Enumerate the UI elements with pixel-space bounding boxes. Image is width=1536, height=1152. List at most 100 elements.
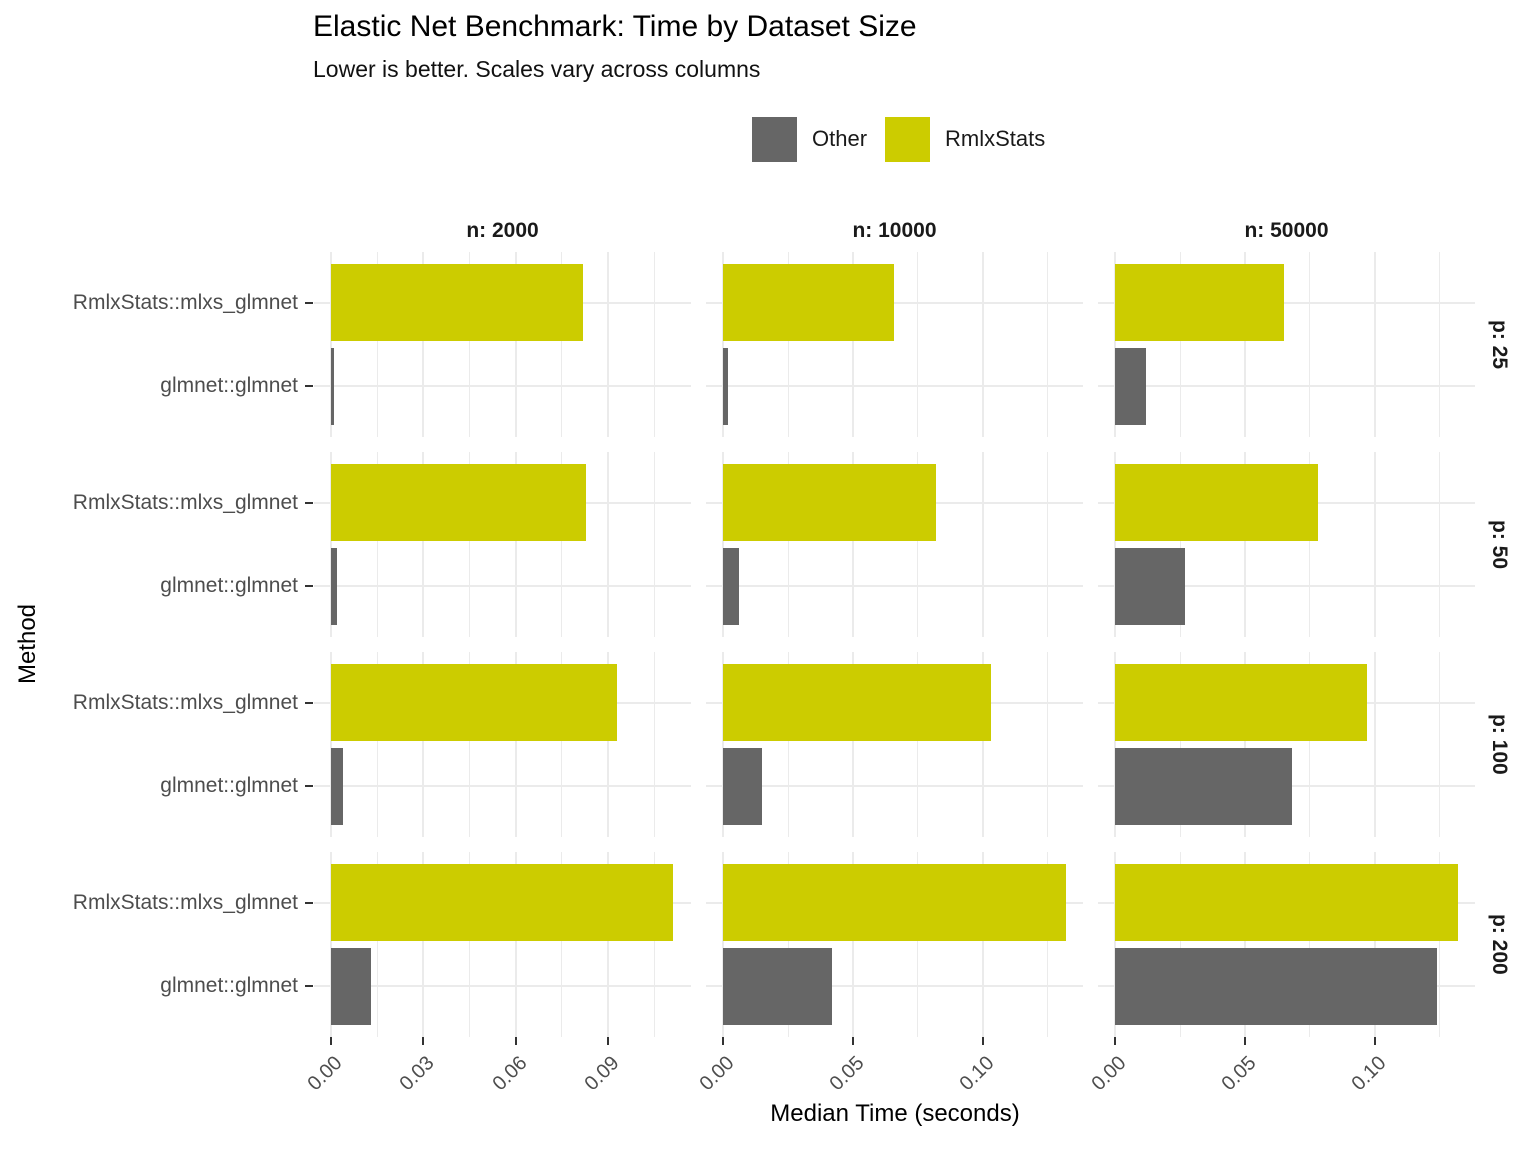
gridline-major: [1373, 252, 1376, 437]
gridline-minor: [1047, 252, 1049, 437]
bar-rmlxstats-r3-c1: [723, 864, 1066, 941]
gridline-major: [514, 452, 517, 637]
bar-rmlxstats-r0-c0: [330, 264, 584, 341]
y-tick-mark: [305, 901, 313, 904]
gridline-minor: [1047, 452, 1049, 637]
gridline-minor: [1309, 252, 1311, 437]
gridline-major: [422, 252, 425, 437]
x-tick-mark: [722, 1037, 725, 1045]
legend-label-other: Other: [812, 126, 868, 151]
gridline-major: [514, 652, 517, 837]
gridline-major: [851, 452, 854, 637]
y-tick-mark: [305, 585, 313, 588]
gridline-minor: [787, 852, 789, 1037]
gridline-horizontal: [706, 585, 1083, 588]
gridline-major: [329, 852, 332, 1037]
x-tick-label: 0.06: [488, 1052, 532, 1096]
gridline-major: [1373, 852, 1376, 1037]
gridline-minor: [1179, 652, 1181, 837]
gridline-major: [1373, 652, 1376, 837]
x-tick-label: 0.03: [395, 1052, 439, 1096]
gridline-minor: [1179, 452, 1181, 637]
y-tick-mark: [305, 301, 313, 304]
bar-other-r2-c0: [330, 747, 344, 825]
gridline-major: [722, 452, 725, 637]
x-tick-mark: [851, 1037, 854, 1045]
bar-rmlxstats-r3-c2: [1115, 864, 1458, 941]
gridline-major: [329, 252, 332, 437]
y-tick-mark: [305, 985, 313, 988]
gridline-minor: [917, 452, 919, 637]
bar-rmlxstats-r1-c1: [723, 464, 937, 541]
gridline-minor: [1439, 252, 1441, 437]
gridline-minor: [376, 252, 378, 437]
gridline-major: [422, 452, 425, 637]
gridline-major: [606, 252, 609, 437]
row-strip-p50: p: 50: [1488, 519, 1511, 569]
y-category-label: RmlxStats::mlxs_glmnet: [72, 890, 298, 914]
gridline-major: [981, 452, 984, 637]
gridline-minor: [1179, 252, 1181, 437]
gridline-minor: [1309, 852, 1311, 1037]
gridline-minor: [561, 852, 563, 1037]
gridline-minor: [1179, 852, 1181, 1037]
gridline-minor: [468, 252, 470, 437]
gridline-minor: [787, 652, 789, 837]
gridline-minor: [1439, 452, 1441, 637]
panel-r3-c0: [314, 852, 691, 1037]
gridline-minor: [653, 652, 655, 837]
gridline-horizontal: [706, 385, 1083, 388]
gridline-minor: [1309, 652, 1311, 837]
gridline-major: [606, 452, 609, 637]
bar-rmlxstats-r2-c2: [1115, 664, 1367, 741]
panel-r2-c2: [1098, 652, 1475, 837]
col-strip-n10000: n: 10000: [852, 219, 937, 242]
bar-other-r1-c1: [723, 547, 739, 625]
gridline-major: [722, 252, 725, 437]
gridline-horizontal: [706, 785, 1083, 788]
gridline-horizontal: [314, 985, 691, 988]
bar-other-r2-c1: [723, 747, 763, 825]
gridline-minor: [1439, 852, 1441, 1037]
panel-r0-c1: [706, 252, 1083, 437]
y-category-label: glmnet::glmnet: [160, 574, 298, 598]
gridline-major: [1243, 452, 1246, 637]
legend-swatch-rmlxstats: [885, 116, 931, 162]
gridline-major: [1373, 452, 1376, 637]
x-tick-mark: [1373, 1037, 1376, 1045]
bar-other-r0-c2: [1115, 347, 1147, 425]
y-category-label: glmnet::glmnet: [160, 974, 298, 998]
gridline-minor: [376, 852, 378, 1037]
gridline-major: [981, 852, 984, 1037]
panel-r0-c0: [314, 252, 691, 437]
gridline-major: [1114, 252, 1117, 437]
bar-other-r3-c0: [330, 947, 371, 1025]
gridline-horizontal: [1098, 385, 1475, 388]
gridline-minor: [561, 452, 563, 637]
gridline-minor: [917, 852, 919, 1037]
gridline-major: [329, 652, 332, 837]
y-axis-title: Method: [14, 603, 41, 685]
gridline-minor: [787, 252, 789, 437]
x-axis-title: Median Time (seconds): [770, 1100, 1020, 1127]
col-strip-n2000: n: 2000: [466, 219, 539, 242]
gridline-major: [722, 852, 725, 1037]
gridline-minor: [653, 252, 655, 437]
gridline-major: [1243, 852, 1246, 1037]
bar-rmlxstats-r1-c2: [1115, 464, 1318, 541]
col-strip-n50000: n: 50000: [1244, 219, 1329, 242]
gridline-major: [981, 652, 984, 837]
gridline-minor: [1309, 452, 1311, 637]
gridline-minor: [468, 852, 470, 1037]
panel-r3-c2: [1098, 852, 1475, 1037]
panel-r1-c1: [706, 452, 1083, 637]
gridline-major: [422, 652, 425, 837]
bar-other-r0-c1: [723, 347, 729, 425]
gridline-minor: [561, 252, 563, 437]
y-category-label: glmnet::glmnet: [160, 774, 298, 798]
gridline-horizontal: [706, 301, 1083, 304]
gridline-horizontal: [314, 785, 691, 788]
gridline-minor: [1439, 652, 1441, 837]
gridline-major: [722, 652, 725, 837]
gridline-major: [851, 252, 854, 437]
